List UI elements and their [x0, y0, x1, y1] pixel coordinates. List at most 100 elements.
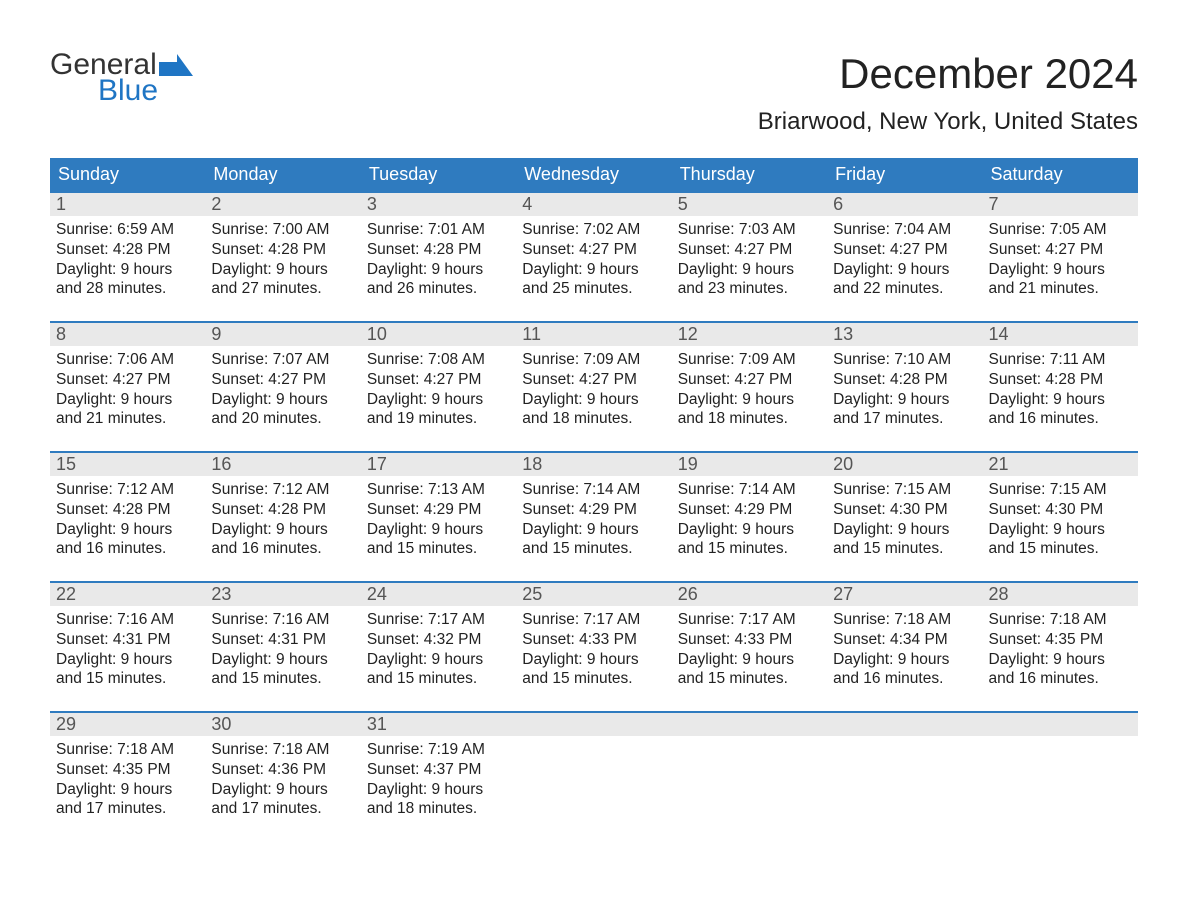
sunset-line: Sunset: 4:36 PM	[211, 760, 354, 780]
sunset-line: Sunset: 4:29 PM	[522, 500, 665, 520]
calendar-day: 27Sunrise: 7:18 AMSunset: 4:34 PMDayligh…	[827, 583, 982, 693]
day-number: .	[516, 713, 671, 736]
day-body: Sunrise: 7:16 AMSunset: 4:31 PMDaylight:…	[205, 606, 360, 689]
day-number: 25	[516, 583, 671, 606]
sunset-line: Sunset: 4:33 PM	[678, 630, 821, 650]
calendar-day: 6Sunrise: 7:04 AMSunset: 4:27 PMDaylight…	[827, 193, 982, 303]
calendar-day: .	[983, 713, 1138, 823]
sunrise-line: Sunrise: 7:01 AM	[367, 220, 510, 240]
daylight-line-2: and 15 minutes.	[833, 539, 976, 559]
daylight-line-1: Daylight: 9 hours	[56, 260, 199, 280]
sunrise-line: Sunrise: 7:18 AM	[989, 610, 1132, 630]
sunset-line: Sunset: 4:32 PM	[367, 630, 510, 650]
day-number: .	[983, 713, 1138, 736]
daylight-line-1: Daylight: 9 hours	[678, 260, 821, 280]
day-body: Sunrise: 7:13 AMSunset: 4:29 PMDaylight:…	[361, 476, 516, 559]
daylight-line-1: Daylight: 9 hours	[211, 650, 354, 670]
daylight-line-1: Daylight: 9 hours	[211, 260, 354, 280]
day-body: Sunrise: 7:18 AMSunset: 4:35 PMDaylight:…	[983, 606, 1138, 689]
day-number: 10	[361, 323, 516, 346]
sunset-line: Sunset: 4:27 PM	[989, 240, 1132, 260]
day-body: Sunrise: 7:00 AMSunset: 4:28 PMDaylight:…	[205, 216, 360, 299]
day-number: 31	[361, 713, 516, 736]
sunrise-line: Sunrise: 7:18 AM	[56, 740, 199, 760]
daylight-line-1: Daylight: 9 hours	[989, 260, 1132, 280]
day-body: Sunrise: 6:59 AMSunset: 4:28 PMDaylight:…	[50, 216, 205, 299]
daylight-line-2: and 23 minutes.	[678, 279, 821, 299]
sunset-line: Sunset: 4:27 PM	[678, 240, 821, 260]
day-number: 22	[50, 583, 205, 606]
sunset-line: Sunset: 4:30 PM	[833, 500, 976, 520]
calendar-day: 7Sunrise: 7:05 AMSunset: 4:27 PMDaylight…	[983, 193, 1138, 303]
calendar-week: 15Sunrise: 7:12 AMSunset: 4:28 PMDayligh…	[50, 451, 1138, 563]
day-body: Sunrise: 7:19 AMSunset: 4:37 PMDaylight:…	[361, 736, 516, 819]
daylight-line-1: Daylight: 9 hours	[833, 390, 976, 410]
day-body: Sunrise: 7:17 AMSunset: 4:33 PMDaylight:…	[672, 606, 827, 689]
calendar-day: .	[672, 713, 827, 823]
day-number: .	[827, 713, 982, 736]
daylight-line-2: and 16 minutes.	[989, 409, 1132, 429]
daylight-line-2: and 16 minutes.	[833, 669, 976, 689]
daylight-line-1: Daylight: 9 hours	[211, 390, 354, 410]
daylight-line-1: Daylight: 9 hours	[678, 520, 821, 540]
day-body: Sunrise: 7:06 AMSunset: 4:27 PMDaylight:…	[50, 346, 205, 429]
daylight-line-2: and 17 minutes.	[211, 799, 354, 819]
weekday-header: Thursday	[672, 158, 827, 191]
weekday-header: Tuesday	[361, 158, 516, 191]
daylight-line-2: and 15 minutes.	[367, 539, 510, 559]
sunrise-line: Sunrise: 7:14 AM	[522, 480, 665, 500]
calendar-day: 10Sunrise: 7:08 AMSunset: 4:27 PMDayligh…	[361, 323, 516, 433]
calendar: SundayMondayTuesdayWednesdayThursdayFrid…	[50, 158, 1138, 823]
sunset-line: Sunset: 4:28 PM	[211, 500, 354, 520]
sunrise-line: Sunrise: 7:14 AM	[678, 480, 821, 500]
calendar-day: 1Sunrise: 6:59 AMSunset: 4:28 PMDaylight…	[50, 193, 205, 303]
day-number: 30	[205, 713, 360, 736]
daylight-line-1: Daylight: 9 hours	[367, 520, 510, 540]
day-body: Sunrise: 7:12 AMSunset: 4:28 PMDaylight:…	[205, 476, 360, 559]
calendar-day: 4Sunrise: 7:02 AMSunset: 4:27 PMDaylight…	[516, 193, 671, 303]
day-body: Sunrise: 7:10 AMSunset: 4:28 PMDaylight:…	[827, 346, 982, 429]
sunrise-line: Sunrise: 7:12 AM	[56, 480, 199, 500]
daylight-line-1: Daylight: 9 hours	[522, 390, 665, 410]
daylight-line-1: Daylight: 9 hours	[56, 520, 199, 540]
daylight-line-2: and 21 minutes.	[989, 279, 1132, 299]
calendar-day: 20Sunrise: 7:15 AMSunset: 4:30 PMDayligh…	[827, 453, 982, 563]
daylight-line-2: and 18 minutes.	[522, 409, 665, 429]
daylight-line-2: and 15 minutes.	[989, 539, 1132, 559]
daylight-line-1: Daylight: 9 hours	[678, 650, 821, 670]
daylight-line-1: Daylight: 9 hours	[678, 390, 821, 410]
calendar-day: 31Sunrise: 7:19 AMSunset: 4:37 PMDayligh…	[361, 713, 516, 823]
daylight-line-1: Daylight: 9 hours	[833, 650, 976, 670]
day-number: 15	[50, 453, 205, 476]
day-body: Sunrise: 7:15 AMSunset: 4:30 PMDaylight:…	[983, 476, 1138, 559]
day-number: 9	[205, 323, 360, 346]
day-number: 3	[361, 193, 516, 216]
daylight-line-1: Daylight: 9 hours	[833, 520, 976, 540]
sunrise-line: Sunrise: 7:15 AM	[833, 480, 976, 500]
calendar-week: 1Sunrise: 6:59 AMSunset: 4:28 PMDaylight…	[50, 191, 1138, 303]
sunset-line: Sunset: 4:28 PM	[211, 240, 354, 260]
day-body: Sunrise: 7:15 AMSunset: 4:30 PMDaylight:…	[827, 476, 982, 559]
sunrise-line: Sunrise: 7:12 AM	[211, 480, 354, 500]
daylight-line-2: and 16 minutes.	[56, 539, 199, 559]
day-number: 8	[50, 323, 205, 346]
sunrise-line: Sunrise: 7:19 AM	[367, 740, 510, 760]
daylight-line-1: Daylight: 9 hours	[56, 390, 199, 410]
calendar-day: 3Sunrise: 7:01 AMSunset: 4:28 PMDaylight…	[361, 193, 516, 303]
day-body: Sunrise: 7:18 AMSunset: 4:34 PMDaylight:…	[827, 606, 982, 689]
day-body: Sunrise: 7:03 AMSunset: 4:27 PMDaylight:…	[672, 216, 827, 299]
daylight-line-2: and 15 minutes.	[367, 669, 510, 689]
sunset-line: Sunset: 4:27 PM	[367, 370, 510, 390]
month-title: December 2024	[758, 50, 1138, 98]
daylight-line-2: and 18 minutes.	[678, 409, 821, 429]
sunrise-line: Sunrise: 7:18 AM	[211, 740, 354, 760]
weekday-header: Wednesday	[516, 158, 671, 191]
daylight-line-1: Daylight: 9 hours	[367, 390, 510, 410]
day-number: 7	[983, 193, 1138, 216]
day-body: Sunrise: 7:04 AMSunset: 4:27 PMDaylight:…	[827, 216, 982, 299]
calendar-week: 22Sunrise: 7:16 AMSunset: 4:31 PMDayligh…	[50, 581, 1138, 693]
sunset-line: Sunset: 4:30 PM	[989, 500, 1132, 520]
calendar-day: 28Sunrise: 7:18 AMSunset: 4:35 PMDayligh…	[983, 583, 1138, 693]
daylight-line-1: Daylight: 9 hours	[989, 390, 1132, 410]
sunset-line: Sunset: 4:28 PM	[56, 240, 199, 260]
